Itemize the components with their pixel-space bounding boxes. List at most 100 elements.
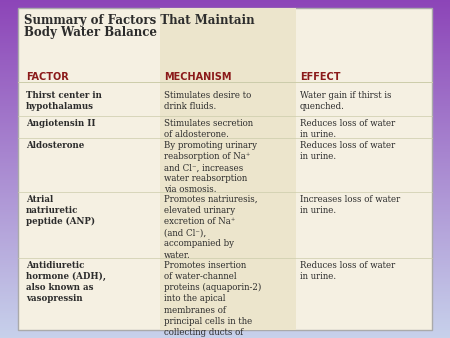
Text: By promoting urinary
reabsorption of Na⁺
and Cl⁻, increases
water reabsorption
v: By promoting urinary reabsorption of Na⁺… (164, 141, 257, 194)
Text: Reduces loss of water
in urine.: Reduces loss of water in urine. (300, 261, 395, 281)
Bar (0, 30, 450, 31)
Bar (0, 28, 450, 29)
Bar (0, 98, 450, 99)
Bar (0, 51, 450, 52)
Bar (0, 268, 450, 269)
Bar (0, 302, 450, 303)
Bar (0, 121, 450, 122)
Bar (0, 239, 450, 240)
Bar (0, 161, 450, 162)
Bar (0, 116, 450, 117)
Text: Body Water Balance: Body Water Balance (24, 26, 157, 39)
Bar (0, 287, 450, 288)
Bar (0, 0, 450, 1)
Bar (0, 313, 450, 314)
Bar (0, 198, 450, 199)
Bar (0, 126, 450, 127)
Bar (0, 69, 450, 70)
Bar (0, 252, 450, 254)
Bar (0, 153, 450, 154)
Bar (0, 335, 450, 336)
Text: FACTOR: FACTOR (26, 72, 69, 82)
Bar (0, 180, 450, 182)
Bar (0, 219, 450, 220)
Bar (0, 10, 450, 11)
Text: Summary of Factors That Maintain: Summary of Factors That Maintain (24, 14, 255, 27)
Bar (0, 79, 450, 80)
Bar (0, 96, 450, 97)
Bar (0, 43, 450, 44)
Bar (0, 244, 450, 246)
Bar (0, 15, 450, 16)
Bar (0, 321, 450, 322)
Bar (0, 23, 450, 24)
Bar (0, 307, 450, 308)
Bar (0, 125, 450, 126)
Bar (0, 210, 450, 211)
Bar (0, 67, 450, 68)
Bar (0, 204, 450, 205)
Bar (0, 312, 450, 313)
Bar (0, 267, 450, 268)
Bar (0, 167, 450, 168)
Bar (0, 13, 450, 14)
Bar (0, 322, 450, 323)
Bar (0, 58, 450, 60)
Bar (0, 336, 450, 337)
Bar (0, 133, 450, 134)
Bar (0, 189, 450, 190)
Bar (0, 249, 450, 250)
Bar (0, 220, 450, 221)
Bar (0, 138, 450, 139)
Bar (0, 231, 450, 232)
Bar (0, 139, 450, 140)
Bar (0, 140, 450, 141)
Bar (0, 91, 450, 92)
Bar (0, 33, 450, 34)
Bar (0, 266, 450, 267)
Text: Water gain if thirst is
quenched.: Water gain if thirst is quenched. (300, 91, 392, 111)
Bar (0, 182, 450, 183)
Bar (0, 203, 450, 204)
Bar (0, 60, 450, 61)
Bar (0, 143, 450, 144)
Bar (0, 200, 450, 202)
Bar (0, 304, 450, 305)
Bar (0, 169, 450, 170)
Bar (0, 109, 450, 111)
Bar (0, 55, 450, 56)
Bar (0, 38, 450, 40)
Bar (0, 11, 450, 13)
Bar (0, 275, 450, 276)
Bar (0, 118, 450, 119)
Bar (0, 327, 450, 328)
Bar (0, 284, 450, 285)
Bar (0, 258, 450, 259)
Bar (0, 14, 450, 15)
Bar (0, 24, 450, 25)
Bar (0, 261, 450, 263)
Bar (0, 61, 450, 62)
Bar (0, 197, 450, 198)
Bar (0, 73, 450, 74)
Bar (0, 101, 450, 102)
Bar (0, 183, 450, 184)
Bar (0, 45, 450, 46)
Bar (0, 46, 450, 47)
Bar (0, 273, 450, 274)
Bar (0, 8, 450, 9)
Bar (0, 155, 450, 156)
Bar (0, 234, 450, 236)
Bar (0, 254, 450, 255)
Bar (0, 27, 450, 28)
Bar (0, 226, 450, 227)
Bar (0, 29, 450, 30)
Bar (0, 156, 450, 158)
Bar (0, 256, 450, 257)
Bar (0, 209, 450, 210)
Bar (0, 243, 450, 244)
Bar (0, 62, 450, 63)
Bar (0, 172, 450, 173)
Bar (0, 251, 450, 252)
Bar (0, 16, 450, 17)
